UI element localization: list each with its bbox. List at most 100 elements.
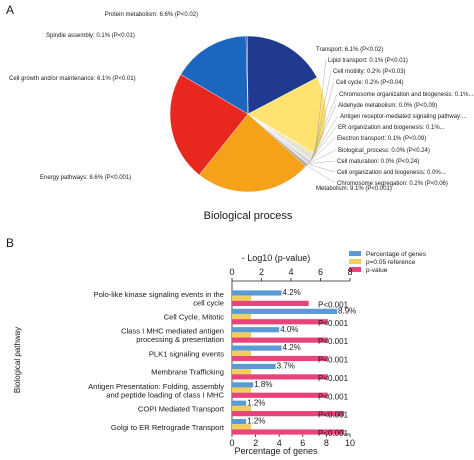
pie-chart (169, 35, 327, 193)
bar-p-reference (232, 332, 252, 338)
bar-p-value (232, 319, 328, 325)
pie-slice-label: ER organization and biogenesis: 0.1%... (338, 125, 445, 131)
bar-pvalue-label: P<0.001 (318, 319, 349, 328)
legend-label-pct: Percentage of genes (366, 251, 427, 258)
bar-pvalue-label: P<0.001 (318, 300, 349, 309)
top-tick-label: 8 (347, 267, 352, 277)
bar-percentage-label: 1.2% (247, 417, 265, 426)
bar-percentage-of-genes (232, 363, 276, 370)
pie-leader-line (307, 163, 336, 173)
bar-percentage-label: 4.0% (280, 325, 298, 334)
bar-percentage-of-genes (232, 327, 280, 333)
bar-p-reference (232, 424, 252, 430)
legend-swatch-pct (349, 251, 361, 256)
pie-slice-label: Biological_process: 0.0% (P<0.24) (338, 148, 430, 154)
bar-p-reference (232, 405, 252, 412)
bottom-tick-label: 0 (229, 438, 234, 448)
category-label: and peptide loading of class I MHC (106, 390, 224, 399)
bar-percentage-label: 8.9% (338, 306, 356, 315)
top-tick-label: 2 (259, 267, 264, 277)
pie-slice-label: Transport: 6.1% (P<0.02) (316, 47, 383, 53)
y-axis-title: Biological pathway (13, 327, 22, 393)
bar-percentage-of-genes (232, 382, 254, 388)
bottom-axis-title: Percentage of genes (234, 446, 318, 456)
pie-leader-line (308, 160, 336, 164)
bottom-tick-label: 8 (324, 438, 329, 448)
pie-slice (198, 113, 307, 193)
bar-pvalue-label: P<0.001 (318, 411, 349, 420)
bar-chart: 4.2%P<0.0018.9%P<0.0014.0%P<0.0014.2%P<0… (232, 288, 356, 438)
bar-p-reference (232, 387, 252, 393)
bar-p-reference (232, 295, 252, 301)
bar-p-value (232, 337, 328, 343)
pie-leader-line (309, 126, 337, 162)
pie-leader-line (313, 70, 332, 156)
bottom-tick-label: 2 (253, 438, 258, 448)
top-axis-title: - Log10 (p-value) (242, 253, 311, 263)
pie-leader-line (311, 93, 338, 160)
bar-legend: Percentage of genes p=0.05 reference p-v… (349, 251, 427, 274)
category-label: Antigen Presentation: Folding, assembly (88, 382, 224, 391)
pie-slice-label: Cell cycle: 0.2% (P<0.04) (336, 80, 404, 86)
pie-labels: Protein metabolism: 6.6% (P<0.02) Transpo… (9, 12, 474, 192)
pie-slice (245, 35, 249, 115)
pie-slice-label: Cell organization and biogenesis: 0.0%..… (337, 170, 446, 176)
pie-slice (180, 35, 249, 115)
bar-p-value (232, 374, 328, 380)
pie-slice-label: Chromosome segregation: 0.2% (P<0.06) (337, 181, 448, 187)
category-label: PLK1 signaling events (149, 349, 224, 358)
bar-pvalue-label: P<0.001 (318, 392, 349, 401)
bar-p-reference (232, 313, 252, 320)
pie-slice-label: Spindle assembly: 0.1% (P<0.01) (46, 33, 135, 39)
pie-slice-label: Aldehyde metabolism: 0.0% (P<0.09) (338, 103, 437, 109)
bar-p-value (232, 429, 345, 435)
pie-slice-label: Metabolism: 9.1% (P<0.001) (316, 186, 392, 192)
pie-slice-label: Protein metabolism: 6.6% (P<0.02) (105, 12, 198, 18)
panel-a-label: A (6, 3, 14, 17)
pie-xlabel: Biological process (204, 210, 293, 222)
top-tick-label: 0 (229, 267, 234, 277)
bar-percentage-of-genes (232, 419, 247, 425)
pie-leader-line (309, 137, 336, 163)
bar-pvalue-label: P<0.001 (318, 337, 349, 346)
pie-slice-label: Cell motility: 0.2% (P<0.03) (333, 69, 406, 75)
bar-percentage-label: 4.2% (283, 343, 301, 352)
pie-slice-label: Chromosome organization and biogenesis: … (339, 92, 474, 98)
category-label: Polo-like kinase signaling events in the (94, 290, 224, 299)
pie-slice-label: Lipid transport: 0.1% (P<0.01) (328, 58, 408, 64)
legend-label-pval: p-value (366, 267, 388, 274)
bar-percentage-of-genes (232, 400, 247, 406)
pie-leader-line (310, 115, 339, 161)
pie-leader-line (308, 149, 337, 164)
pie-leader-line (314, 59, 327, 154)
pie-leader-line (310, 104, 337, 161)
legend-swatch-ref (349, 259, 361, 264)
pie-slice-label: Antigen receptor-mediated signaling path… (340, 114, 467, 120)
pie-slice-label: Energy pathways: 8.6% (P<0.001) (40, 175, 131, 181)
pie-slice (169, 74, 249, 176)
bar-p-value (232, 392, 328, 398)
bar-pvalue-label: P<0.001 (318, 429, 349, 438)
pie-slice-label: Cell maturation: 0.0% (P<0.24) (337, 159, 419, 165)
category-label: Cell Cycle, Mitotic (164, 313, 225, 322)
pie-leader-line (306, 165, 336, 184)
bar-percentage-label: 1.8% (254, 380, 272, 389)
category-label: Membrane Trafficking (151, 368, 224, 377)
top-tick-label: 6 (318, 267, 323, 277)
bar-percentage-label: 4.2% (283, 288, 301, 297)
pie-slice (247, 35, 318, 115)
category-label: Golgi to ER Retrograde Transport (111, 423, 225, 432)
bar-p-value (232, 300, 309, 306)
bar-percentage-label: 1.2% (247, 398, 265, 407)
bottom-tick-label: 10 (345, 438, 355, 448)
category-label: Class I MHC mediated antigen (121, 327, 224, 336)
bar-pvalue-label: P<0.001 (318, 356, 349, 365)
bar-percentage-label: 3.7% (277, 362, 295, 371)
bar-p-value (232, 411, 345, 417)
category-label: COPI Mediated Transport (138, 404, 225, 413)
category-label: processing & presentation (136, 335, 224, 344)
pie-leader-line (312, 81, 335, 158)
category-label: cell cycle (193, 298, 224, 307)
legend-swatch-pval (349, 267, 361, 272)
